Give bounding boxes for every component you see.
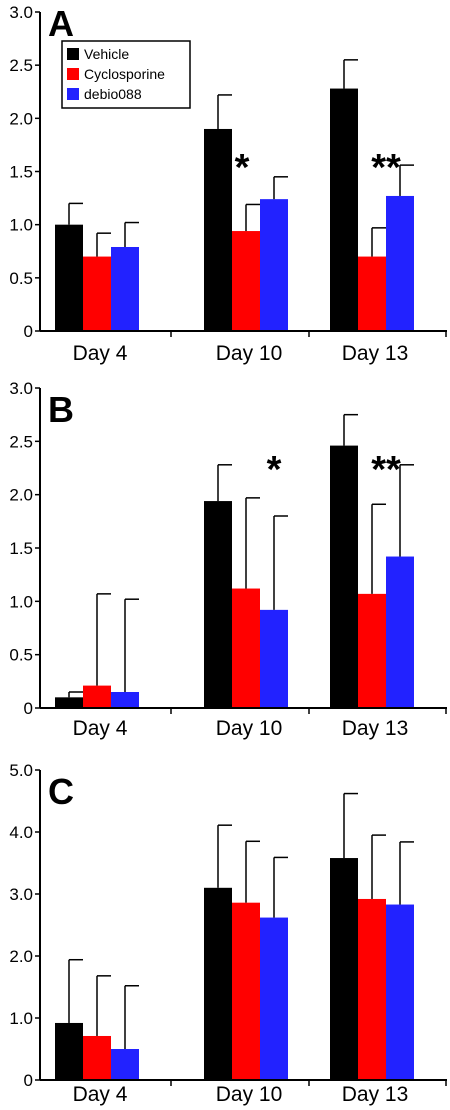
y-tick-label: 1.0: [9, 216, 33, 235]
panel-letter: A: [48, 3, 74, 44]
bar-vehicle-3: [330, 858, 358, 1080]
y-tick-label: 5.0: [9, 761, 33, 780]
bar-vehicle-3: [330, 445, 358, 708]
bar-cyclosporine-1: [83, 1035, 111, 1080]
legend-box: [61, 40, 191, 109]
bar-cyclosporine-2: [232, 588, 260, 708]
bar-vehicle-2: [204, 887, 232, 1080]
bar-debio088-1: [111, 246, 139, 331]
y-tick-label: 2.0: [9, 947, 33, 966]
bar-vehicle-1: [55, 697, 83, 708]
bar-debio088-3: [386, 904, 414, 1080]
x-tick-label: Day 4: [73, 1083, 128, 1106]
y-tick-label: 1.5: [9, 163, 33, 182]
bar-debio088-2: [260, 917, 288, 1080]
bar-vehicle-2: [204, 501, 232, 708]
bar-debio088-3: [386, 556, 414, 708]
y-tick-label: 0: [24, 1071, 33, 1090]
bar-cyclosporine-1: [83, 685, 111, 708]
bar-cyclosporine-1: [83, 256, 111, 331]
significance-marker: *: [267, 449, 282, 491]
bar-cyclosporine-2: [232, 231, 260, 331]
bar-debio088-2: [260, 609, 288, 708]
x-tick-label: Day 4: [73, 342, 128, 365]
y-tick-label: 3.0: [9, 885, 33, 904]
y-tick-label: 2.5: [9, 432, 33, 451]
y-tick-label: 0: [24, 699, 33, 718]
y-tick-label: 4.0: [9, 823, 33, 842]
x-tick-label: Day 10: [216, 1083, 283, 1106]
y-tick-label: 2.0: [9, 109, 33, 128]
legend-swatch: [67, 48, 79, 60]
bar-vehicle-1: [55, 1022, 83, 1080]
bar-cyclosporine-3: [358, 898, 386, 1080]
y-tick-label: 0.5: [9, 646, 33, 665]
y-tick-label: 3.0: [9, 3, 33, 22]
significance-marker: **: [371, 449, 401, 491]
y-tick-label: 2.5: [9, 56, 33, 75]
y-tick-label: 0: [24, 322, 33, 341]
x-tick-label: Day 13: [342, 342, 409, 365]
bar-vehicle-1: [55, 224, 83, 331]
legend-label: Cyclosporine: [84, 66, 165, 82]
legend-swatch: [67, 88, 79, 100]
y-tick-label: 1.5: [9, 539, 33, 558]
y-tick-label: 0.5: [9, 269, 33, 288]
bar-vehicle-2: [204, 128, 232, 331]
x-tick-label: Day 4: [73, 717, 128, 740]
bar-debio088-3: [386, 195, 414, 331]
y-tick-label: 3.0: [9, 379, 33, 398]
x-tick-label: Day 13: [342, 1083, 409, 1106]
significance-marker: *: [235, 147, 250, 189]
legend-swatch: [67, 68, 79, 80]
significance-marker: **: [371, 147, 401, 189]
legend: Vehicle Cyclosporine debio088: [61, 40, 191, 109]
panel-letter: B: [48, 389, 74, 430]
bar-debio088-1: [111, 1049, 139, 1080]
panel-letter: C: [48, 771, 74, 812]
x-tick-label: Day 10: [216, 342, 283, 365]
bar-debio088-2: [260, 199, 288, 331]
legend-label: Vehicle: [84, 46, 129, 62]
y-tick-label: 1.0: [9, 1009, 33, 1028]
bar-cyclosporine-2: [232, 902, 260, 1080]
y-tick-label: 1.0: [9, 592, 33, 611]
bar-cyclosporine-3: [358, 593, 386, 708]
bar-vehicle-3: [330, 88, 358, 331]
bar-cyclosporine-3: [358, 256, 386, 331]
legend-label: debio088: [84, 86, 142, 102]
bar-debio088-1: [111, 692, 139, 708]
y-tick-label: 2.0: [9, 486, 33, 505]
x-tick-label: Day 10: [216, 717, 283, 740]
chart-panel-c: 0 1.0 2.0 3.0 4.0 5.0 Day 4 Day 10 Day 13 C: [9, 761, 447, 1106]
x-tick-label: Day 13: [342, 717, 409, 740]
